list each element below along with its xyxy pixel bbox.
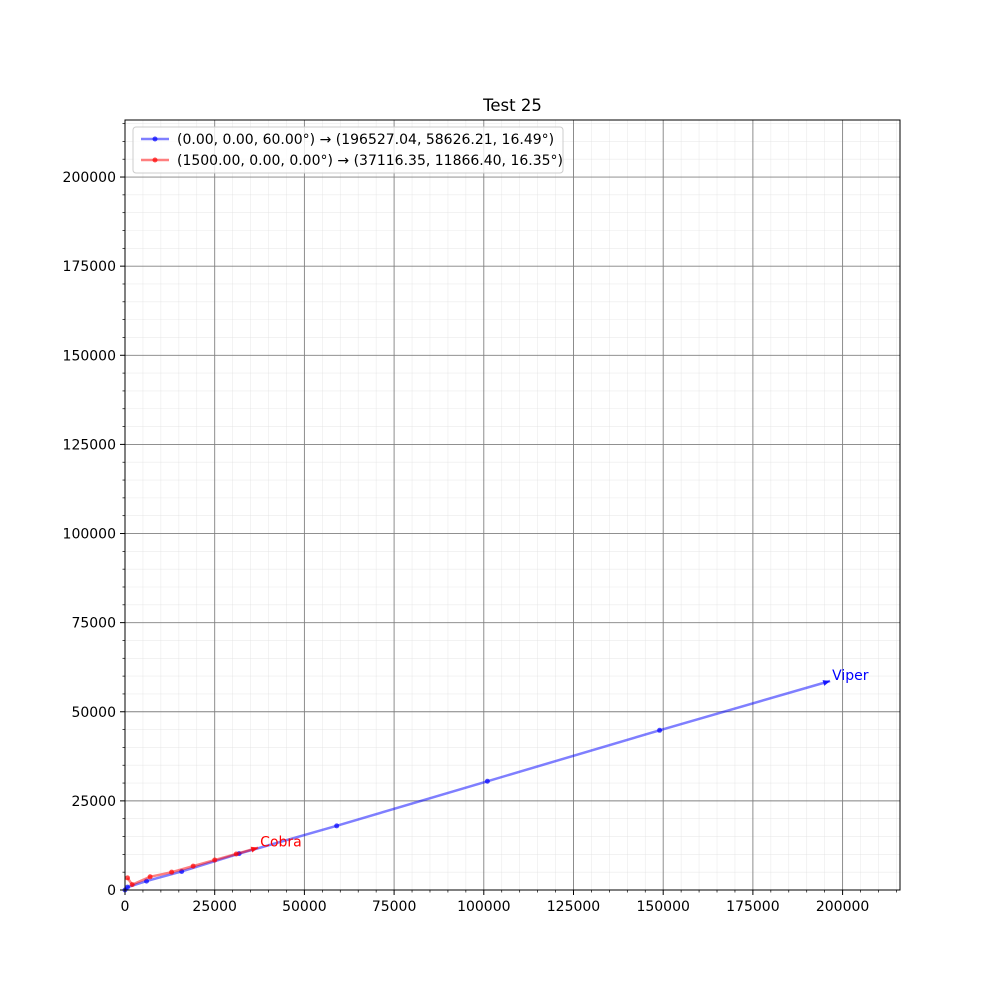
series-point-1	[147, 874, 153, 880]
x-tick-label: 75000	[372, 899, 417, 915]
series-point-1	[212, 857, 218, 863]
y-tick-label: 75000	[71, 616, 116, 632]
major-grid	[125, 120, 900, 890]
series-point-1	[125, 875, 131, 881]
series-point-0	[334, 823, 340, 829]
x-tick-label: 0	[121, 899, 130, 915]
series-point-0	[125, 884, 131, 890]
legend-marker-1	[152, 157, 158, 163]
series-line-0	[124, 679, 831, 891]
series-point-1	[233, 851, 239, 857]
series-point-1	[129, 882, 135, 888]
legend-entry-0: (0.00, 0.00, 60.00°) → (196527.04, 58626…	[177, 132, 554, 148]
y-tick-label: 25000	[71, 794, 116, 810]
minor-grid	[125, 120, 900, 890]
y-tick-label: 100000	[63, 527, 116, 543]
legend-entry-1: (1500.00, 0.00, 0.00°) → (37116.35, 1186…	[177, 153, 563, 169]
legend-marker-0	[152, 136, 158, 142]
x-tick-label: 25000	[192, 899, 237, 915]
y-tick-label: 125000	[63, 437, 116, 453]
x-tick-label: 125000	[547, 899, 600, 915]
series-end-arrow-1	[250, 846, 259, 853]
x-tick-label: 100000	[457, 899, 510, 915]
series-point-1	[190, 863, 196, 869]
series-layer	[122, 679, 831, 893]
series-point-1	[169, 869, 175, 875]
x-tick-label: 175000	[726, 899, 779, 915]
y-tick-label: 150000	[63, 348, 116, 364]
y-tick-label: 50000	[71, 705, 116, 721]
series-end-arrow-0	[822, 680, 831, 686]
series-line-1	[126, 846, 259, 886]
y-tick-label: 200000	[63, 170, 116, 186]
series-label-viper: Viper	[832, 668, 869, 684]
y-tick-label: 0	[107, 883, 116, 899]
chart-title: Test 25	[482, 96, 542, 115]
legend: (0.00, 0.00, 60.00°) → (196527.04, 58626…	[132, 126, 564, 174]
x-tick-label: 150000	[636, 899, 689, 915]
x-tick-label: 50000	[282, 899, 327, 915]
x-tick-label: 200000	[816, 899, 869, 915]
ticks-layer: 0 25000 50000 75000 100000 125000 150000 175000…	[63, 123, 897, 915]
legend-box	[132, 126, 564, 174]
axes-frame	[124, 119, 901, 891]
series-point-0	[484, 778, 490, 784]
y-tick-label: 175000	[63, 259, 116, 275]
series-label-cobra: Cobra	[260, 835, 302, 851]
series-point-0	[657, 727, 663, 733]
